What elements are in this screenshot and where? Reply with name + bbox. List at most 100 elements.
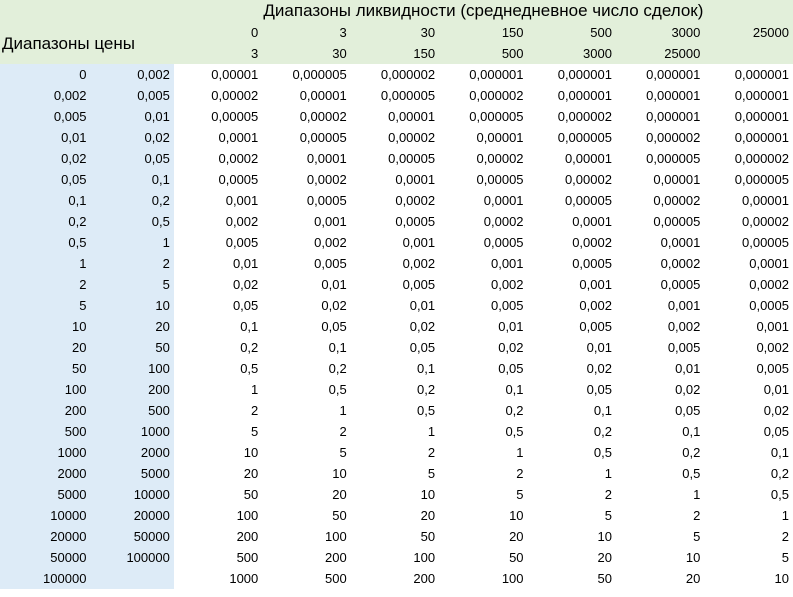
liquidity-to-row: 3 30 150 500 3000 25000: [0, 43, 793, 64]
price-from-cell: 0,05: [0, 169, 91, 190]
value-cell: 100: [324, 529, 347, 544]
value-cell: 1: [693, 487, 701, 502]
value-cell: 20: [420, 508, 436, 523]
table-row: 500 1000 5 2 1 0,5 0,2 0,1 0,05: [0, 421, 793, 442]
price-from-cell: 10: [0, 316, 91, 337]
price-from-cell: 1: [0, 253, 91, 274]
table-row: 0,1 0,2 0,001 0,0005 0,0002 0,0001 0,00005 0,00…: [0, 190, 793, 211]
value-cell: 0,05: [321, 319, 347, 334]
value-cell: 0,00001: [742, 193, 789, 208]
value-cell: 0,0001: [572, 214, 612, 229]
liquidity-from-cell: 3: [262, 22, 351, 43]
value-cell: 0,5: [505, 424, 524, 439]
value-cell: 0,002: [490, 277, 524, 292]
value-cell: 0,000001: [469, 67, 524, 82]
table-row: 50000 100000 500 200 100 50 20 10 5: [0, 547, 793, 568]
table-row: 0,5 1 0,005 0,002 0,001 0,0005 0,0002 0,0001 0,0…: [0, 232, 793, 253]
value-cell: 0,00002: [388, 130, 436, 145]
liquidity-to-cell: 30: [262, 43, 351, 64]
value-cell: 0,005: [225, 235, 259, 250]
value-cell: 0,0002: [660, 256, 701, 271]
value-cell: 0,0005: [395, 214, 436, 229]
title-row: Диапазоны ликвидности (среднедневное чис…: [0, 0, 793, 22]
price-from-cell: 10000: [0, 505, 91, 526]
value-cell: 5: [339, 445, 347, 460]
price-from-cell: 20000: [0, 526, 91, 547]
value-cell: 500: [236, 550, 259, 565]
value-cell: 0,000002: [469, 88, 524, 103]
value-cell: 0,000005: [646, 151, 701, 166]
value-cell: 0,002: [402, 256, 436, 271]
price-to-cell: 20000: [90, 505, 174, 526]
price-to-cell: 5000: [90, 463, 174, 484]
price-to-cell: 5: [90, 274, 174, 295]
value-cell: 0,1: [593, 403, 612, 418]
table-row: 2000 5000 20 10 5 2 1 0,5 0,2: [0, 463, 793, 484]
price-from-cell: 5: [0, 295, 91, 316]
price-to-cell: 0,2: [90, 190, 174, 211]
value-cell: 0,001: [756, 319, 789, 334]
value-cell: 1000: [229, 571, 259, 586]
value-cell: 0,000002: [646, 130, 701, 145]
price-ranges-header: Диапазоны цены: [0, 22, 174, 64]
liquidity-from-cell: 30: [350, 22, 440, 43]
value-cell: 0,001: [490, 256, 524, 271]
value-cell: 0,000005: [380, 88, 436, 103]
liquidity-to-cell: 3: [173, 43, 263, 64]
value-cell: 0,0005: [572, 256, 612, 271]
value-cell: 0,02: [763, 403, 789, 418]
table-row: 5000 10000 50 20 10 5 2 1 0,5: [0, 484, 793, 505]
value-cell: 0,000001: [734, 88, 789, 103]
table-row: 0 0,002 0,00001 0,000005 0,000002 0,000001 0,0…: [0, 64, 793, 85]
value-cell: 0,002: [667, 319, 701, 334]
value-cell: 0,2: [505, 403, 524, 418]
value-cell: 0,5: [417, 403, 436, 418]
value-cell: 0,00001: [564, 151, 612, 166]
value-cell: 200: [236, 529, 259, 544]
table-row: 50 100 0,5 0,2 0,1 0,05 0,02 0,01 0,005: [0, 358, 793, 379]
value-cell: 2: [251, 403, 259, 418]
price-to-cell: 0,02: [90, 127, 174, 148]
value-cell: 0,01: [763, 382, 789, 397]
price-from-cell: 0,1: [0, 190, 91, 211]
value-cell: 0,0002: [395, 193, 436, 208]
value-cell: 0,0002: [306, 172, 347, 187]
value-cell: 0,00001: [211, 67, 259, 82]
title-spacer: [0, 0, 174, 22]
table-row: 10 20 0,1 0,05 0,02 0,01 0,005 0,002 0,001: [0, 316, 793, 337]
price-to-cell: 0,002: [90, 64, 174, 85]
price-to-cell: 20: [90, 316, 174, 337]
price-from-cell: 1000: [0, 442, 91, 463]
table-row: 0,05 0,1 0,0005 0,0002 0,0001 0,00005 0,00002 0…: [0, 169, 793, 190]
value-cell: 0,00002: [476, 151, 524, 166]
value-cell: 0,00002: [564, 172, 612, 187]
table-row: 1 2 0,01 0,005 0,002 0,001 0,0005 0,0002 0,0001: [0, 253, 793, 274]
price-to-cell: 0,01: [90, 106, 174, 127]
value-cell: 0,1: [770, 445, 789, 460]
price-to-cell: 2: [90, 253, 174, 274]
value-cell: 0,00005: [211, 109, 259, 124]
value-cell: 0,0001: [306, 151, 347, 166]
price-from-cell: 2000: [0, 463, 91, 484]
liquidity-from-cell: 0: [173, 22, 263, 43]
table-row: 0,02 0,05 0,0002 0,0001 0,00005 0,00002 0,0000…: [0, 148, 793, 169]
price-from-cell: 50000: [0, 547, 91, 568]
value-cell: 0,000005: [557, 130, 612, 145]
value-cell: 5: [516, 487, 524, 502]
value-cell: 2: [516, 466, 524, 481]
value-cell: 0,005: [756, 361, 789, 376]
value-cell: 0,2: [328, 361, 347, 376]
value-cell: 0,00005: [653, 214, 701, 229]
price-from-cell: 5000: [0, 484, 91, 505]
value-cell: 2: [427, 445, 436, 460]
value-cell: 0,00002: [653, 193, 701, 208]
value-cell: 0,000001: [734, 109, 789, 124]
value-cell: 0,1: [240, 319, 259, 334]
value-cell: 0,000002: [557, 109, 612, 124]
value-cell: 0,005: [314, 256, 347, 271]
value-cell: 200: [413, 571, 436, 586]
value-cell: 0,00005: [742, 235, 789, 250]
value-cell: 100: [413, 550, 436, 565]
price-to-cell: 500: [90, 400, 174, 421]
price-from-cell: 50: [0, 358, 91, 379]
